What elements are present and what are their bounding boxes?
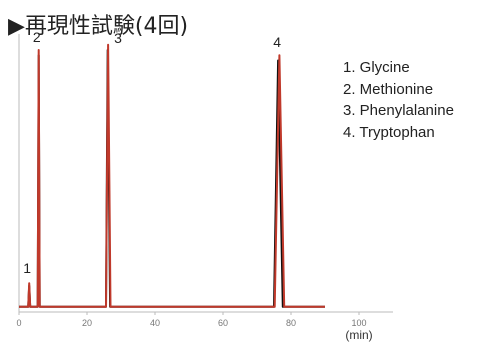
legend-entry-tryptophan: 4. Tryptophan <box>343 123 435 141</box>
x-tick-label: 20 <box>82 318 92 328</box>
peak-labels: 1 2 3 4 <box>23 29 281 276</box>
x-tick-label: 0 <box>16 318 21 328</box>
peak-label-1: 1 <box>23 260 31 276</box>
peak-label-4: 4 <box>273 34 281 50</box>
legend-entry-glycine: 1. Glycine <box>343 59 410 76</box>
series-lines <box>19 43 325 308</box>
x-ticks: 0 20 40 60 80 100 <box>16 312 367 328</box>
peak-label-3: 3 <box>114 30 122 46</box>
x-tick-label: 100 <box>351 318 366 328</box>
peak-label-2: 2 <box>33 29 41 45</box>
legend-entry-phenylalanine: 3. Phenylalanine <box>343 102 454 119</box>
x-tick-label: 40 <box>150 318 160 328</box>
x-tick-label: 80 <box>286 318 296 328</box>
x-axis-unit: (min) <box>345 328 372 342</box>
legend: 1. Glycine 2. Methionine 3. Phenylalanin… <box>343 57 454 143</box>
chart-title: ▶再現性試験(4回) <box>8 14 189 39</box>
series-line-red <box>19 43 325 308</box>
x-tick-label: 60 <box>218 318 228 328</box>
axes <box>18 34 393 313</box>
legend-entry-methionine: 2. Methionine <box>343 80 434 98</box>
